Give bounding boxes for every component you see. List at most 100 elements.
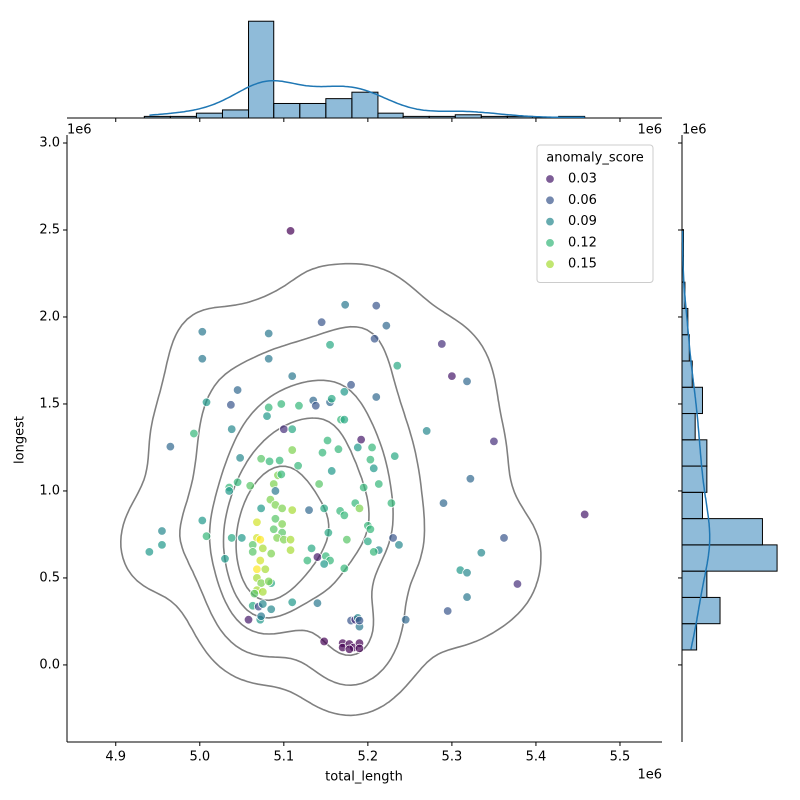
histogram-bar — [480, 115, 508, 119]
right-marginal-offset: 1e6 — [682, 123, 707, 138]
legend-marker — [545, 195, 555, 206]
scatter-point — [227, 533, 237, 543]
x-axis-label: total_length — [325, 770, 403, 785]
scatter-point — [197, 327, 208, 337]
scatter-point — [339, 414, 350, 425]
scatter-point — [438, 498, 449, 508]
scatter-point — [226, 400, 236, 410]
scatter-point — [285, 534, 296, 545]
histogram-bar — [221, 109, 250, 119]
legend-marker — [545, 216, 555, 227]
scatter-point — [224, 486, 234, 496]
scatter-point — [232, 477, 243, 487]
scatter-point — [365, 524, 376, 534]
scatter-point — [306, 543, 317, 554]
y-tick-label: 2.5 — [39, 222, 60, 237]
scatter-point — [489, 436, 499, 447]
scatter-point — [249, 588, 260, 599]
scatter-point — [354, 615, 365, 626]
scatter-point — [358, 482, 369, 493]
scatter-point — [285, 545, 296, 555]
legend-label: 0.09 — [568, 214, 597, 229]
scatter-point — [276, 399, 287, 409]
scatter-point — [462, 568, 472, 578]
scatter-point — [252, 517, 262, 527]
scatter-point — [263, 576, 274, 587]
scatter-point — [264, 456, 275, 467]
histogram-bar — [169, 115, 197, 119]
scatter-point — [258, 587, 268, 597]
scatter-point — [157, 526, 167, 536]
scatter-point — [304, 505, 314, 515]
scatter-point — [258, 599, 268, 609]
scatter-point — [339, 387, 350, 397]
legend: anomaly_score 0.03 0.06 0.09 0.12 0.15 — [536, 144, 654, 283]
scatter-point — [374, 479, 384, 489]
histogram-bar — [428, 115, 456, 119]
scatter-point — [319, 636, 329, 647]
scatter-point — [392, 360, 402, 371]
scatter-point — [220, 554, 230, 564]
scatter-point — [276, 469, 287, 480]
scatter-point — [312, 598, 323, 608]
y-tick-label: 0.5 — [39, 570, 60, 585]
scatter-point — [369, 334, 380, 344]
marginal-kde — [149, 79, 585, 119]
x-tick-label: 5.5 — [610, 750, 631, 765]
top-marginal-offset: 1e6 — [637, 123, 662, 138]
scatter-point — [512, 579, 523, 589]
kde-contour — [179, 325, 426, 686]
histogram-bar — [402, 115, 430, 119]
scatter-point — [323, 528, 334, 538]
scatter-point — [579, 509, 590, 520]
scatter-point — [369, 547, 379, 557]
legend-marker — [545, 238, 555, 248]
scatter-point — [260, 564, 271, 574]
x-tick-label: 5.1 — [273, 750, 294, 765]
scatter-point — [157, 540, 167, 550]
x-tick-label: 5.4 — [526, 750, 547, 765]
scatter-point — [274, 455, 285, 466]
scatter-point — [342, 534, 352, 545]
scatter-point — [270, 486, 281, 496]
kde-contour — [208, 379, 394, 657]
legend-frame — [536, 144, 654, 283]
x-tick-label: 4.9 — [105, 750, 126, 765]
scatter-point — [333, 444, 344, 454]
scatter-point — [243, 614, 254, 625]
scatter-point — [287, 445, 297, 455]
scatter-point — [311, 401, 321, 411]
y-tick-label: 0.0 — [39, 657, 60, 672]
histogram-bar — [195, 112, 223, 119]
scatter-point — [314, 479, 324, 489]
histogram-bar — [248, 20, 275, 119]
x-tick-label: 5.2 — [358, 750, 379, 765]
legend-title: anomaly_score — [546, 151, 644, 166]
scatter-point — [256, 503, 266, 514]
histogram-bar — [681, 413, 696, 441]
scatter-point — [277, 503, 287, 514]
histogram-bar — [299, 102, 327, 119]
y-tick-label: 3.0 — [39, 136, 60, 151]
histogram-bar — [681, 518, 763, 546]
histogram-bar — [351, 91, 379, 119]
scatter-point — [237, 533, 247, 543]
y-tick-label: 2.0 — [39, 309, 60, 324]
scatter-point — [371, 300, 381, 311]
scatter-point — [365, 454, 376, 465]
scatter-point — [287, 597, 297, 607]
scatter-point — [266, 604, 276, 614]
scatter-point — [201, 397, 212, 407]
scatter-point — [344, 644, 355, 654]
scatter-point — [462, 376, 472, 387]
scatter-point — [388, 533, 398, 543]
scatter-point — [390, 451, 400, 461]
scatter-point — [400, 614, 411, 625]
scatter-point — [285, 226, 296, 236]
legend-label: 0.03 — [568, 172, 597, 187]
legend-label: 0.15 — [568, 257, 597, 272]
scatter-point — [316, 317, 327, 327]
scatter-point — [258, 543, 268, 554]
scatter-point — [293, 461, 303, 471]
